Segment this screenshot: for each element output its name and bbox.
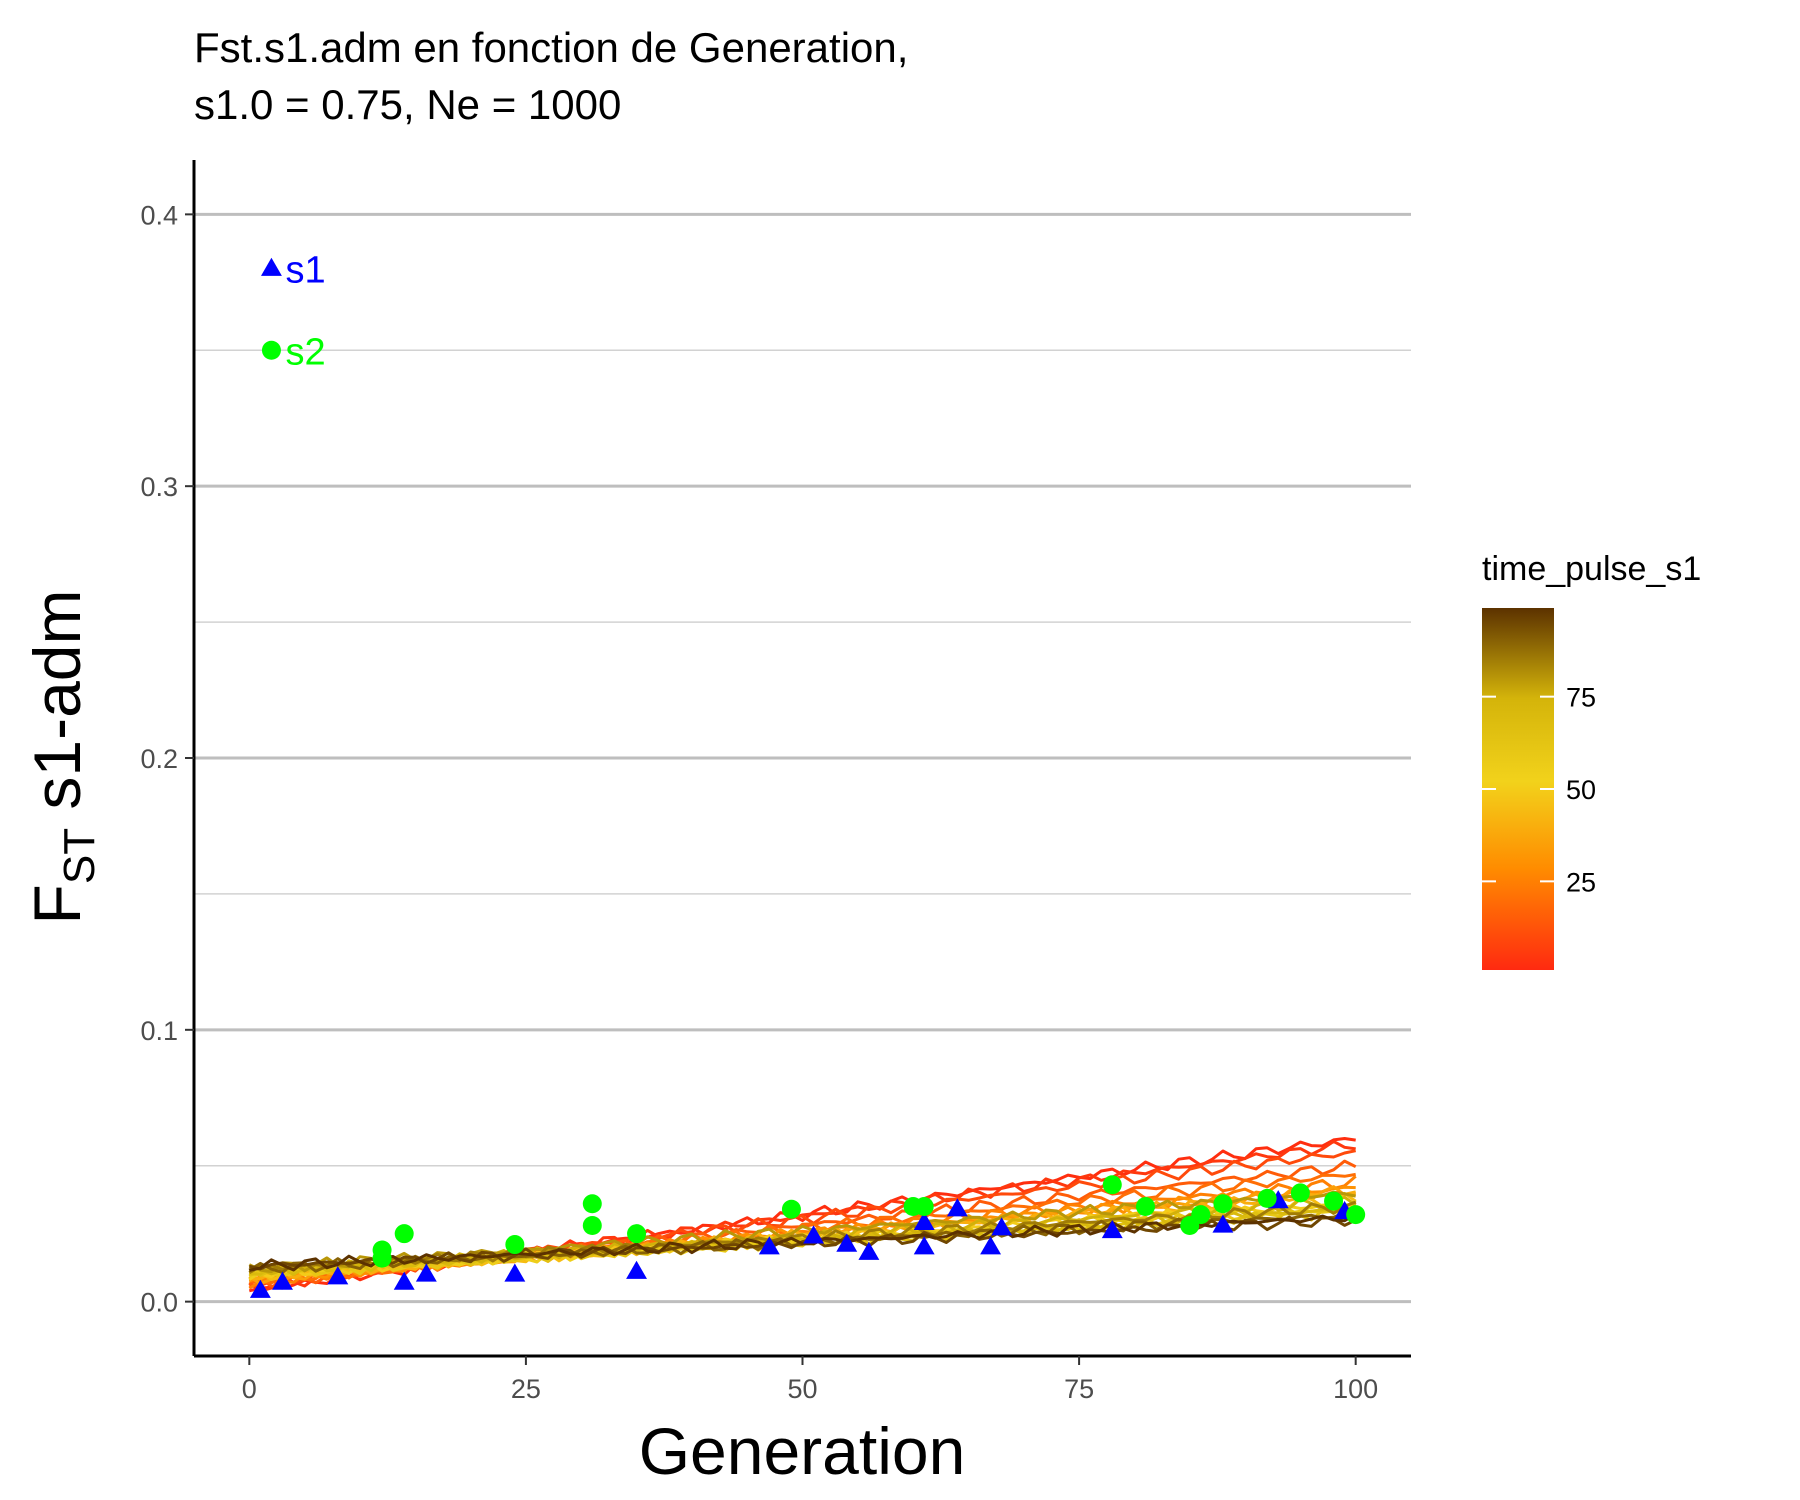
series-line bbox=[248, 1215, 1357, 1271]
annotation-label-s1: s1 bbox=[285, 250, 325, 292]
x-axis-ticks: 0 25 50 75 100 bbox=[242, 1356, 1378, 1404]
y-tick-label: 0.3 bbox=[140, 472, 178, 502]
s1-point bbox=[758, 1236, 780, 1255]
legend-title: time_pulse_s1 bbox=[1482, 550, 1701, 588]
s1-point bbox=[393, 1271, 415, 1290]
series-lines bbox=[248, 1137, 1357, 1293]
s1-point bbox=[980, 1236, 1002, 1255]
y-tick-label: 0.2 bbox=[140, 744, 178, 774]
y-axis-title-rest: s1-adm bbox=[20, 590, 94, 828]
y-axis-title-subscript: ST bbox=[55, 828, 104, 884]
s2-point bbox=[1346, 1205, 1366, 1225]
x-tick-label: 25 bbox=[511, 1374, 541, 1404]
s2-point bbox=[781, 1199, 801, 1219]
s1-point bbox=[991, 1217, 1013, 1236]
x-axis-title: Generation bbox=[639, 1414, 966, 1488]
y-axis-title: FST s1-adm bbox=[20, 590, 104, 925]
s2-point bbox=[914, 1197, 934, 1216]
x-tick-label: 75 bbox=[1064, 1374, 1094, 1404]
annotation-marker-s1 bbox=[260, 257, 282, 276]
s2-point bbox=[582, 1216, 602, 1236]
s2-point bbox=[1257, 1188, 1277, 1208]
s1-point bbox=[946, 1198, 968, 1217]
legend-label: 75 bbox=[1566, 683, 1596, 713]
s2-point bbox=[1102, 1175, 1122, 1195]
s2-point bbox=[1324, 1191, 1344, 1211]
legend-ticks: 25 50 75 bbox=[1482, 683, 1596, 897]
x-tick-label: 100 bbox=[1333, 1374, 1378, 1404]
x-tick-label: 50 bbox=[787, 1374, 817, 1404]
annotation-marker-s2 bbox=[261, 340, 281, 360]
gridlines bbox=[194, 212, 1411, 1304]
s2-point bbox=[372, 1240, 392, 1260]
series-line bbox=[248, 1212, 1357, 1272]
x-tick-label: 0 bbox=[242, 1374, 257, 1404]
s1-point bbox=[803, 1225, 825, 1244]
legend-label: 25 bbox=[1566, 867, 1596, 897]
s2-point bbox=[582, 1194, 602, 1214]
y-tick-label: 0.1 bbox=[140, 1016, 178, 1046]
legend-label: 50 bbox=[1566, 775, 1596, 805]
s2-point bbox=[1135, 1197, 1155, 1216]
s1-point bbox=[1212, 1214, 1234, 1233]
annotation-label-s2: s2 bbox=[285, 331, 325, 373]
s1-point bbox=[415, 1263, 437, 1282]
s2-point bbox=[1191, 1205, 1211, 1225]
s2-point bbox=[1290, 1183, 1310, 1203]
chart-title-line1: Fst.s1.adm en fonction de Generation, bbox=[194, 24, 908, 71]
s1-point bbox=[913, 1211, 935, 1230]
s1-point bbox=[249, 1279, 271, 1298]
s1-point bbox=[858, 1241, 880, 1260]
y-tick-label: 0.4 bbox=[140, 200, 178, 230]
y-tick-label: 0.0 bbox=[140, 1288, 178, 1318]
chart-title-line2: s1.0 = 0.75, Ne = 1000 bbox=[194, 81, 621, 128]
s1-point bbox=[327, 1266, 349, 1285]
s2-point bbox=[505, 1235, 525, 1255]
s1-point bbox=[626, 1260, 647, 1279]
s1-point bbox=[913, 1236, 935, 1255]
s2-point bbox=[394, 1224, 414, 1244]
y-axis-ticks: 0.0 0.1 0.2 0.3 0.4 bbox=[140, 200, 194, 1318]
s2-point bbox=[1213, 1194, 1233, 1214]
y-axis-title-main: F bbox=[20, 884, 94, 924]
annotations: s1 s2 bbox=[260, 250, 326, 373]
s2-point bbox=[627, 1224, 647, 1244]
s1-point bbox=[272, 1271, 293, 1290]
s1-point bbox=[836, 1233, 858, 1252]
s1-point bbox=[1101, 1219, 1123, 1239]
points bbox=[249, 1175, 1366, 1298]
s1-point bbox=[504, 1263, 526, 1282]
